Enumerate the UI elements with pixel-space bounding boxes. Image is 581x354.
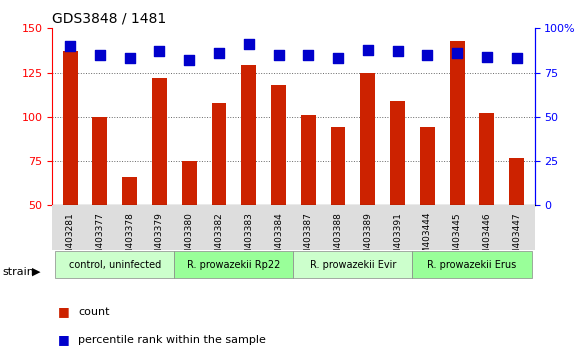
Text: GSM403377: GSM403377 <box>95 212 105 267</box>
Text: strain: strain <box>3 267 35 276</box>
Bar <box>331 127 346 205</box>
Bar <box>509 158 524 205</box>
Text: GSM403445: GSM403445 <box>453 212 462 267</box>
Bar <box>450 41 465 205</box>
Bar <box>479 113 494 205</box>
Text: GSM403382: GSM403382 <box>214 212 224 267</box>
Point <box>66 43 75 49</box>
Point <box>512 56 521 61</box>
FancyBboxPatch shape <box>413 251 532 278</box>
Text: GSM403378: GSM403378 <box>125 212 134 267</box>
Text: GSM403383: GSM403383 <box>244 212 253 267</box>
Point <box>244 41 253 47</box>
Text: GSM403281: GSM403281 <box>66 212 74 267</box>
Text: ■: ■ <box>58 305 70 318</box>
Text: GSM403391: GSM403391 <box>393 212 402 267</box>
Text: ■: ■ <box>58 333 70 346</box>
Bar <box>360 73 375 205</box>
Text: R. prowazekii Rp22: R. prowazekii Rp22 <box>187 259 281 270</box>
Point <box>274 52 283 58</box>
Text: GSM403384: GSM403384 <box>274 212 283 267</box>
FancyBboxPatch shape <box>174 251 293 278</box>
Text: GSM403446: GSM403446 <box>482 212 492 267</box>
Bar <box>92 117 107 205</box>
Text: GSM403380: GSM403380 <box>185 212 193 267</box>
Text: control, uninfected: control, uninfected <box>69 259 161 270</box>
Text: ▶: ▶ <box>32 267 41 276</box>
Bar <box>241 65 256 205</box>
Point <box>304 52 313 58</box>
Bar <box>63 51 78 205</box>
Text: GSM403387: GSM403387 <box>304 212 313 267</box>
Bar <box>211 103 227 205</box>
Point <box>453 50 462 56</box>
Text: R. prowazekii Erus: R. prowazekii Erus <box>428 259 517 270</box>
Point <box>185 57 194 63</box>
Text: percentile rank within the sample: percentile rank within the sample <box>78 335 266 345</box>
Point <box>125 56 134 61</box>
Point <box>423 52 432 58</box>
Point <box>482 54 492 59</box>
Point <box>393 48 402 54</box>
Bar <box>152 78 167 205</box>
Point <box>155 48 164 54</box>
Bar <box>420 127 435 205</box>
Point <box>333 56 343 61</box>
Text: GSM403447: GSM403447 <box>512 212 521 267</box>
Point <box>363 47 372 52</box>
FancyBboxPatch shape <box>55 251 174 278</box>
Text: GSM403388: GSM403388 <box>333 212 343 267</box>
Text: count: count <box>78 307 110 316</box>
Text: R. prowazekii Evir: R. prowazekii Evir <box>310 259 396 270</box>
Text: GSM403379: GSM403379 <box>155 212 164 267</box>
Point <box>95 52 105 58</box>
Bar <box>271 85 286 205</box>
FancyBboxPatch shape <box>293 251 413 278</box>
Text: GDS3848 / 1481: GDS3848 / 1481 <box>52 12 167 26</box>
Text: GSM403444: GSM403444 <box>423 212 432 267</box>
Text: GSM403389: GSM403389 <box>363 212 372 267</box>
Bar <box>390 101 405 205</box>
Bar <box>301 115 315 205</box>
Point <box>214 50 224 56</box>
Bar <box>122 177 137 205</box>
Bar <box>182 161 196 205</box>
